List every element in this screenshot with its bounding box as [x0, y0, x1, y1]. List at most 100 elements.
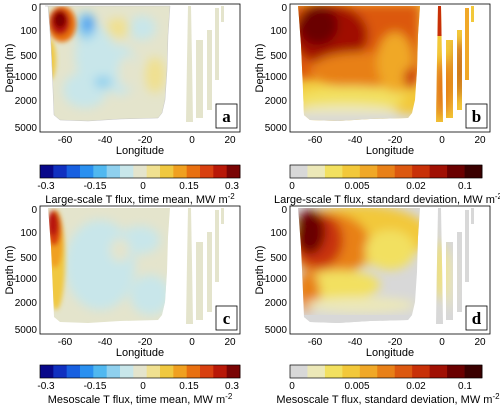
colorbar-swatch — [106, 365, 121, 378]
colorbar-swatch — [359, 165, 378, 178]
colorbar-swatch — [394, 165, 413, 178]
cb-tick: 0.3 — [225, 381, 239, 392]
cb-tick: 0 — [140, 381, 146, 392]
y-tick: 100 — [20, 26, 37, 37]
x-tick: -40 — [98, 337, 113, 348]
panel-c-label-box — [215, 305, 238, 331]
y-tick: 2000 — [265, 298, 288, 309]
panel-c-x-ticks: -60 -40 -20 0 20 — [58, 337, 236, 348]
panel-c: c 0 100 500 1000 2000 5000 -60 -40 -20 0… — [4, 205, 241, 406]
panel-d-label-box — [465, 305, 488, 331]
x-tick: -60 — [58, 135, 73, 146]
colorbar-swatch — [307, 165, 326, 178]
panel-a-label: a — [222, 107, 231, 126]
colorbar-swatch — [377, 365, 396, 378]
x-tick: -20 — [388, 135, 403, 146]
colorbar-swatch — [40, 165, 54, 178]
cb-tick: -0.15 — [84, 181, 107, 192]
y-tick: 2000 — [15, 298, 38, 309]
colorbar-swatch — [290, 165, 308, 178]
x-tick: 0 — [439, 337, 445, 348]
cb-tick: -0.3 — [37, 181, 55, 192]
colorbar-swatch — [133, 165, 148, 178]
colorbar-swatch — [447, 165, 465, 178]
x-tick: -20 — [138, 337, 153, 348]
colorbar-frame — [289, 364, 483, 379]
y-tick: 5000 — [265, 123, 288, 134]
colorbar-b — [289, 164, 483, 179]
panel-b-field — [295, 6, 474, 122]
panel-c-xlabel: Longitude — [116, 347, 164, 359]
colorbar-swatch — [133, 365, 148, 378]
colorbar-swatch — [464, 365, 483, 378]
colorbar-d-label: Mesoscale T flux, standard deviation, MW… — [276, 392, 500, 406]
colorbar-swatch — [146, 365, 161, 378]
colorbar-swatch — [186, 165, 201, 178]
y-tick: 1000 — [15, 72, 38, 83]
colorbar-swatch — [80, 365, 94, 378]
x-tick: 20 — [224, 337, 236, 348]
colorbar-frame — [289, 164, 483, 179]
x-tick: 20 — [474, 337, 486, 348]
colorbar-swatch — [324, 365, 343, 378]
y-tick: 0 — [281, 3, 287, 14]
y-tick: 0 — [31, 3, 37, 14]
y-tick: 1000 — [15, 274, 38, 285]
colorbar-swatch — [93, 365, 108, 378]
x-tick: 0 — [439, 135, 445, 146]
colorbar-swatch — [464, 165, 483, 178]
colorbar-swatch — [429, 365, 448, 378]
colorbar-swatch — [146, 165, 161, 178]
cb-tick: 0.3 — [225, 181, 239, 192]
colorbar-swatch — [226, 165, 241, 178]
panel-b-ylabel: Depth (m) — [254, 44, 266, 93]
y-tick: 0 — [281, 205, 287, 216]
colorbar-swatch — [429, 165, 448, 178]
panel-b: b 0 100 500 1000 2000 5000 -60 -40 -20 0… — [254, 3, 500, 206]
panel-b-y-ticks: 0 100 500 1000 2000 5000 — [265, 3, 288, 134]
y-tick: 5000 — [15, 123, 38, 134]
cb-tick: 0.02 — [406, 181, 426, 192]
panel-a-xlabel: Longitude — [116, 145, 164, 157]
y-tick: 500 — [20, 253, 37, 264]
colorbar-swatch — [342, 165, 361, 178]
colorbar-d — [289, 364, 483, 379]
panel-b-xlabel: Longitude — [366, 145, 414, 157]
colorbar-c-label: Mesoscale T flux, time mean, MW m-2 — [48, 392, 233, 406]
panel-b-label: b — [472, 107, 481, 126]
y-tick: 0 — [31, 205, 37, 216]
colorbar-d-ticks: 0 0.005 0.02 0.1 — [289, 381, 472, 392]
panel-a-ylabel: Depth (m) — [4, 44, 16, 93]
y-tick: 1000 — [265, 274, 288, 285]
colorbar-swatch — [53, 165, 68, 178]
y-tick: 100 — [270, 228, 287, 239]
colorbar-swatch — [80, 165, 94, 178]
colorbar-swatch — [160, 165, 174, 178]
colorbar-c-ticks: -0.3 -0.15 0 0.15 0.3 — [37, 381, 239, 392]
panel-d-ylabel: Depth (m) — [254, 246, 266, 295]
panel-a-x-ticks: -60 -40 -20 0 20 — [58, 135, 236, 146]
panel-b-frame — [289, 3, 491, 133]
colorbar-swatch — [106, 165, 121, 178]
colorbar-frame — [39, 164, 241, 179]
panel-c-ylabel: Depth (m) — [4, 246, 16, 295]
cb-tick: 0 — [140, 181, 146, 192]
cb-tick: 0.1 — [458, 181, 472, 192]
colorbar-swatch — [412, 365, 431, 378]
colorbar-swatch — [186, 365, 201, 378]
y-tick: 5000 — [15, 325, 38, 336]
y-tick: 5000 — [265, 325, 288, 336]
colorbar-swatch — [200, 165, 214, 178]
colorbar-swatch — [40, 365, 54, 378]
colorbar-swatch — [66, 365, 81, 378]
colorbar-b-ticks: 0 0.005 0.02 0.1 — [289, 181, 472, 192]
x-tick: -60 — [308, 135, 323, 146]
colorbar-frame — [39, 364, 241, 379]
panel-a-y-ticks: 0 100 500 1000 2000 5000 — [15, 3, 38, 134]
x-tick: 20 — [474, 135, 486, 146]
x-tick: -60 — [308, 337, 323, 348]
colorbar-swatch — [377, 165, 396, 178]
y-tick: 500 — [270, 51, 287, 62]
colorbar-swatch — [93, 165, 108, 178]
colorbar-swatch — [359, 365, 378, 378]
